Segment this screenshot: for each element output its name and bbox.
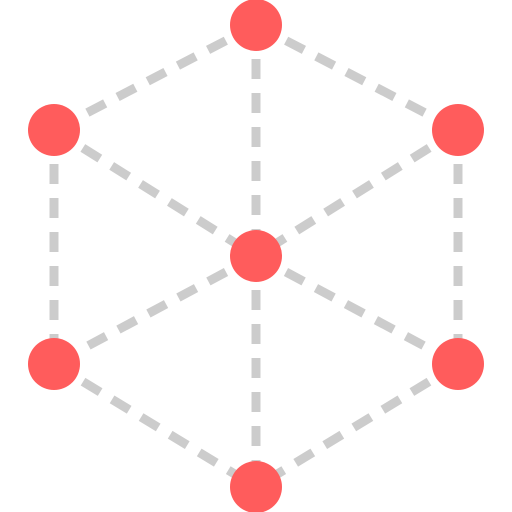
node-upper-right (432, 104, 484, 156)
edges-layer (49, 21, 463, 491)
edge-lower-left-bottom (51, 360, 259, 491)
node-bottom (230, 461, 282, 512)
edge-center-lower-left (51, 252, 259, 368)
edge-top-upper-left (51, 21, 259, 134)
node-lower-left (28, 338, 80, 390)
node-top (230, 0, 282, 51)
edge-upper-right-center (253, 126, 461, 260)
edge-top-upper-right (253, 21, 461, 134)
edge-lower-right-bottom (253, 360, 461, 491)
edge-upper-left-center (51, 126, 259, 260)
nodes-layer (28, 0, 484, 512)
edge-center-lower-right (253, 252, 461, 368)
node-lower-right (432, 338, 484, 390)
node-center (230, 230, 282, 282)
node-upper-left (28, 104, 80, 156)
